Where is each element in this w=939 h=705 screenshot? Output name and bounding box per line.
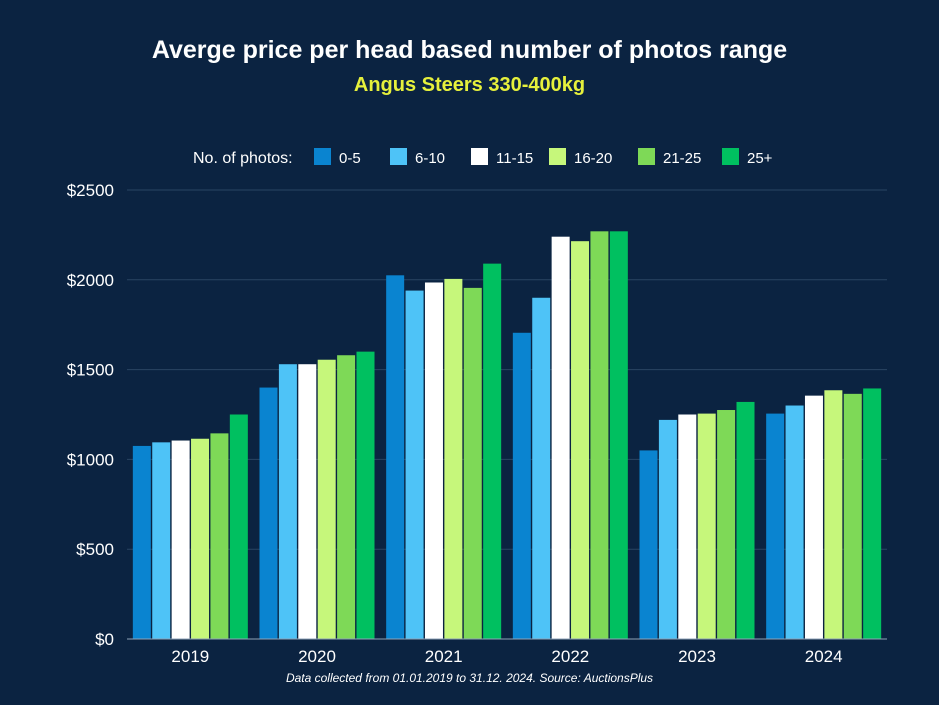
bar-2019-0-5 <box>132 445 151 639</box>
legend-swatch-0-5 <box>314 148 331 165</box>
bars <box>132 231 882 640</box>
legend-swatch-25+ <box>722 148 739 165</box>
legend-label-11-15: 11-15 <box>496 150 533 167</box>
y-tick-label: $1000 <box>67 450 114 469</box>
legend: No. of photos: 0-5 6-10 11-15 16-20 21-25 25+ <box>193 148 773 167</box>
y-tick-label: $1500 <box>67 361 114 380</box>
bar-2022-21-25 <box>590 231 609 640</box>
legend-title: No. of photos: <box>193 150 293 167</box>
bar-2022-11-15 <box>551 236 570 640</box>
source-note: Data collected from 01.01.2019 to 31.12.… <box>285 671 654 685</box>
bar-2021-0-5 <box>386 275 405 639</box>
legend-label-21-25: 21-25 <box>663 150 701 167</box>
bar-2024-11-15 <box>804 395 823 639</box>
bar-2020-21-25 <box>337 355 356 639</box>
legend-label-0-5: 0-5 <box>339 150 361 167</box>
bar-2024-21-25 <box>843 393 862 639</box>
bar-2022-25+ <box>609 231 628 640</box>
bar-2020-11-15 <box>298 364 317 639</box>
axes: $0 $500 $1000 $1500 $2000 $2500 2019 2020 2021 20… <box>67 181 887 666</box>
bar-2024-0-5 <box>766 413 785 639</box>
bar-2019-21-25 <box>210 433 229 639</box>
bar-2023-6-10 <box>658 419 677 639</box>
bar-2019-16-20 <box>191 438 210 639</box>
legend-swatch-6-10 <box>390 148 407 165</box>
bar-2023-16-20 <box>697 413 716 639</box>
legend-swatch-16-20 <box>549 148 566 165</box>
bar-2020-0-5 <box>259 387 278 639</box>
bar-2020-16-20 <box>317 359 336 639</box>
bar-2024-6-10 <box>785 405 804 639</box>
x-tick-label: 2023 <box>678 647 716 666</box>
chart-title: Averge price per head based number of ph… <box>151 36 788 64</box>
bar-2023-0-5 <box>639 450 658 639</box>
bar-2021-6-10 <box>405 290 424 639</box>
y-tick-label: $2000 <box>67 271 114 290</box>
legend-swatch-21-25 <box>638 148 655 165</box>
y-tick-label: $2500 <box>67 181 114 200</box>
x-tick-label: 2022 <box>551 647 589 666</box>
bar-2019-25+ <box>229 414 248 639</box>
legend-swatch-11-15 <box>471 148 488 165</box>
gridlines <box>127 189 887 550</box>
bar-2023-21-25 <box>717 410 736 639</box>
bar-2022-16-20 <box>571 241 590 639</box>
x-tick-label: 2021 <box>425 647 463 666</box>
legend-label-6-10: 6-10 <box>415 150 445 167</box>
bar-2019-11-15 <box>171 440 190 639</box>
y-tick-label: $0 <box>95 630 114 649</box>
chart-subtitle: Angus Steers 330-400kg <box>353 74 586 96</box>
bar-2021-21-25 <box>463 287 482 639</box>
bar-2020-6-10 <box>278 364 297 639</box>
bar-2021-11-15 <box>424 282 443 639</box>
bar-2024-16-20 <box>824 390 843 639</box>
legend-label-25+: 25+ <box>747 150 773 167</box>
bar-2022-0-5 <box>512 332 531 639</box>
y-tick-label: $500 <box>76 540 114 559</box>
x-tick-label: 2019 <box>171 647 209 666</box>
bar-2023-25+ <box>736 401 755 639</box>
x-tick-label: 2020 <box>298 647 336 666</box>
x-tick-label: 2024 <box>805 647 843 666</box>
bar-2024-25+ <box>863 388 882 639</box>
legend-label-16-20: 16-20 <box>574 150 612 167</box>
bar-2021-25+ <box>483 263 502 639</box>
bar-2022-6-10 <box>532 297 551 639</box>
bar-2019-6-10 <box>152 442 171 639</box>
bar-2021-16-20 <box>444 278 463 639</box>
bar-2023-11-15 <box>678 414 697 639</box>
bar-2020-25+ <box>356 351 375 639</box>
